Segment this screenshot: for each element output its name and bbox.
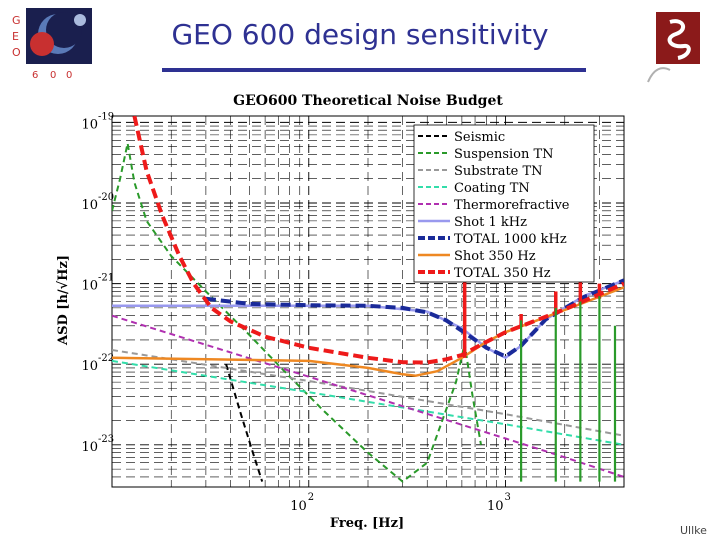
legend-label-1: Suspension TN <box>454 147 554 162</box>
x-tick-label: 10 <box>290 499 307 514</box>
series-line-1 <box>112 142 482 483</box>
plot-frame <box>111 115 625 488</box>
y-tick-label: 10 <box>81 279 98 294</box>
title-underline <box>162 68 586 72</box>
x-tick-exponent: 2 <box>308 492 314 503</box>
footer-text: Ullke <box>680 524 707 537</box>
x-tick-exponent: 3 <box>505 492 511 503</box>
series-line-4 <box>112 314 624 478</box>
legend-label-6: TOTAL 1000 kHz <box>454 232 567 247</box>
series-line-0 <box>225 363 264 482</box>
series-line-8 <box>132 116 624 365</box>
y-tick-label: 10 <box>81 440 98 455</box>
logo-digit-6: 6 <box>32 70 38 81</box>
legend-label-8: TOTAL 350 Hz <box>454 266 551 281</box>
legend-label-4: Thermorefractive <box>454 198 570 213</box>
y-tick-label: 10 <box>81 198 98 213</box>
chart-title: GEO600 Theoretical Noise Budget <box>233 93 503 109</box>
series-line-6 <box>205 278 624 359</box>
legend-label-7: Shot 350 Hz <box>454 249 536 264</box>
legend-label-2: Substrate TN <box>454 164 543 179</box>
logo-letter-g: G <box>12 14 21 27</box>
legend-label-3: Coating TN <box>454 181 530 196</box>
legend: Seismic Suspension TN Substrate TN Coating … <box>413 124 595 283</box>
y-tick-exponent: -22 <box>98 353 114 364</box>
x-tick-label: 10 <box>487 499 504 514</box>
y-tick-label: 10 <box>81 117 98 132</box>
y-tick-exponent: -19 <box>98 111 114 122</box>
legend-label-0: Seismic <box>454 130 505 145</box>
x-axis-label: Freq. [Hz] <box>330 516 404 531</box>
logo-digit-0a: 0 <box>50 70 56 81</box>
slide-title: GEO 600 design sensitivity <box>171 18 549 51</box>
legend-label-5: Shot 1 kHz <box>454 215 527 230</box>
y-tick-exponent: -20 <box>98 192 114 203</box>
y-tick-exponent: -23 <box>98 434 114 445</box>
institute-logo-icon <box>640 8 702 88</box>
series-lines <box>112 116 624 483</box>
y-tick-label: 10 <box>81 359 98 374</box>
y-axis-label: ASD [h/√Hz] <box>56 255 71 346</box>
y-tick-exponent: -21 <box>98 273 114 284</box>
logo-digit-0b: 0 <box>66 70 72 81</box>
grid-lines <box>111 116 625 487</box>
logo-letter-o: O <box>12 46 21 59</box>
logo-letter-e: E <box>12 30 19 43</box>
geo600-logo-icon: G E O 6 0 0 <box>2 2 98 82</box>
